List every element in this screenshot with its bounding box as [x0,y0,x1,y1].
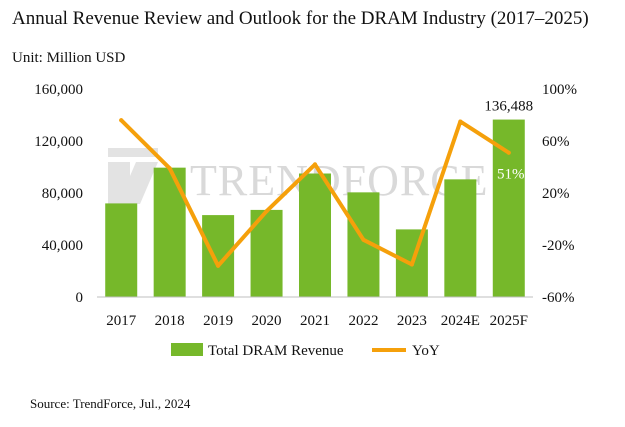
bar-2021 [299,173,331,297]
x-tick-label: 2025F [490,313,528,329]
y-right-tick-label: -20% [542,238,575,254]
yoy-point-2022 [361,237,366,242]
legend-swatch-revenue [171,343,203,356]
data-label-revenue: 136,488 [484,99,533,115]
source-note: Source: TrendForce, Jul., 2024 [30,396,191,411]
legend-label-yoy: YoY [412,343,440,359]
x-tick-label: 2023 [397,313,427,329]
yoy-point-2017 [119,118,124,123]
y-left-tick-label: 0 [76,290,84,306]
y-right-tick-label: 60% [542,134,570,150]
y-left-tick-label: 120,000 [34,134,83,150]
y-right-tick-label: 100% [542,82,577,98]
x-tick-label: 2018 [155,313,185,329]
legend-label-revenue: Total DRAM Revenue [208,343,344,359]
y-left-tick-label: 160,000 [34,82,83,98]
bar-2025F [492,119,525,297]
x-tick-label: 2017 [106,313,137,329]
data-label-yoy: 51% [497,167,525,183]
y-right-tick-label: 20% [542,186,570,202]
y-right-tick-label: -60% [542,290,575,306]
yoy-point-2021 [313,162,317,167]
yoy-point-2025F [506,150,511,155]
x-tick-label: 2022 [348,313,378,329]
x-tick-label: 2021 [300,313,330,329]
yoy-point-2023 [409,262,414,267]
watermark-logo-icon [108,148,158,204]
y-left-tick-label: 40,000 [42,238,83,254]
yoy-point-2018 [167,166,172,171]
bar-2024E [444,179,477,297]
watermark-text: TRENDFORCE [190,156,488,205]
bar-2017 [105,203,138,297]
x-tick-label: 2024E [441,313,480,329]
unit-label: Unit: Million USD [12,50,126,66]
yoy-point-2020 [264,209,269,214]
y-left-tick-label: 80,000 [42,186,83,202]
yoy-point-2024E [458,119,463,124]
yoy-point-2019 [216,263,221,268]
x-tick-label: 2019 [203,313,233,329]
chart-title: Annual Revenue Review and Outlook for th… [12,8,589,29]
x-tick-label: 2020 [252,313,282,329]
